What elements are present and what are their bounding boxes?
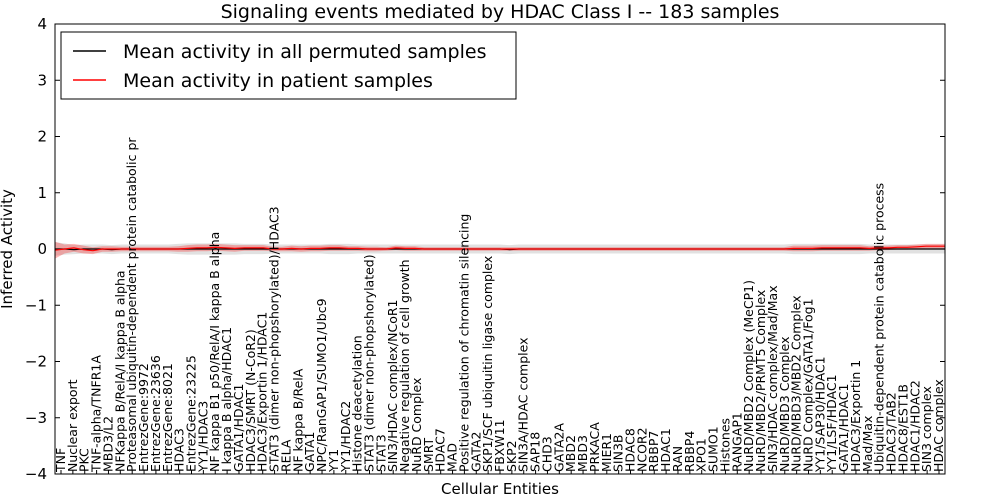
x-tick-label: Mad/Max — [860, 416, 875, 472]
x-tick-label: NPC/RanGAP1/SUMO1/Ubc9 — [314, 298, 329, 472]
x-tick-label: I kappa B alpha/HDAC1 — [219, 327, 234, 472]
x-tick-label: Histones — [717, 418, 732, 472]
x-tick-label: HDAC3/SMRT (N-CoR2) — [243, 329, 258, 472]
x-tick-label: Nuclear export — [65, 379, 80, 472]
x-tick-label: NuRD/MBD3/MBD2 Complex — [789, 295, 804, 472]
legend-box — [60, 31, 517, 100]
x-tick-label: NFKappa B/RelA/I kappa B alpha — [112, 270, 127, 472]
x-tick-label: SIN3 complex — [919, 386, 934, 472]
x-tick-label: STAT3 (dimer non-phopshorylated) — [361, 254, 376, 472]
x-tick-label: MBD2 — [563, 435, 578, 472]
x-tick-label: PRKACA — [587, 422, 602, 472]
x-tick-label: YY1/HDAC2 — [338, 401, 353, 473]
y-axis-label: Inferred Activity — [0, 189, 16, 309]
x-tick-label: EntrezGene:9972 — [136, 363, 151, 472]
legend: Mean activity in all permuted samples Mea… — [60, 31, 517, 100]
x-tick-label: MBD3/L2 — [100, 416, 115, 472]
x-tick-label: EntrezGene:23636 — [148, 355, 163, 472]
x-tick-label: EntrezGene:8021 — [160, 363, 175, 472]
x-tick-label: SIN3/HDAC complex/Mad/Max — [765, 285, 780, 472]
x-tick-label: NCOR2 — [634, 427, 649, 472]
x-tick-label: SKP1/SCF ubiquitin ligase complex — [480, 256, 495, 472]
x-tick-label: HDAC3/Exportin 1 — [848, 360, 863, 472]
x-tick-label: SIN3B — [611, 435, 626, 473]
x-tick-label: GATA2 — [468, 432, 483, 472]
x-tick-label: HDAC complex — [931, 379, 946, 472]
x-axis-label: Cellular Entities — [441, 480, 559, 498]
x-tick-label: Proteasomal ubiquitin-dependent protein … — [124, 137, 139, 472]
x-tick-label: HDAC3/Exportin 1/HDAC1 — [255, 312, 270, 472]
x-tick-label: STAT3 (dimer non-phopshorylated)/HDAC3 — [267, 206, 282, 472]
x-tick-label: RBBP7 — [646, 431, 661, 472]
x-tick-label: YY1 — [326, 449, 341, 473]
x-tick-label: NuRD/MBD3 Complex — [777, 336, 792, 472]
x-tick-label: YY1/HDAC3 — [195, 401, 210, 473]
y-tick-label: 4 — [37, 15, 47, 33]
x-tick-label: GATA1 — [302, 432, 317, 472]
x-tick-label: CHD3 — [539, 436, 554, 472]
x-tick-label: FBXW11 — [492, 419, 507, 472]
x-tick-label: HDAC3 — [172, 428, 187, 472]
x-tick-label: Ubiquitin-dependent protein catabolic pr… — [872, 183, 887, 472]
x-tick-label: YY1/SAP30/HDAC1 — [812, 356, 827, 473]
x-tick-label: MAD — [445, 443, 460, 472]
x-tick-label: HDAC1 — [658, 428, 673, 472]
legend-label-1: Mean activity in patient samples — [123, 70, 433, 92]
x-tick-label: XPO1 — [694, 438, 709, 472]
y-tick-label: −3 — [25, 409, 47, 427]
chart-title: Signaling events mediated by HDAC Class … — [221, 1, 780, 23]
x-tick-label: EntrezGene:23225 — [184, 355, 199, 472]
x-tick-label: Negative regulation of cell growth — [397, 259, 412, 472]
x-tick-label: GATA1/HDAC1 — [836, 384, 851, 472]
x-tick-label: Histone deacetylation — [350, 335, 365, 472]
x-tick-label: STAT3 — [373, 434, 388, 472]
x-tick-label: SUMO1 — [706, 426, 721, 472]
x-tick-label: HDAC8 — [623, 428, 638, 472]
x-tick-label: RANGAP1 — [729, 412, 744, 472]
series-line-1 — [54, 245, 945, 252]
x-tick-label: HDAC3/TAB2 — [884, 392, 899, 472]
x-tick-label: SIN3A/HDAC complex — [516, 338, 531, 473]
y-tick-label: 2 — [37, 128, 47, 146]
x-tick-label: MIER1 — [599, 433, 614, 472]
x-tick-label: Positive regulation of chromatin silenci… — [456, 214, 471, 472]
x-tick-label: NuRD/MBD2/PRMT5 Complex — [753, 290, 768, 472]
y-tick-label: −2 — [25, 353, 47, 371]
plot-frame — [54, 23, 946, 475]
x-tick-label: GATA2A — [551, 423, 566, 472]
x-tick-label: SMRT — [421, 438, 436, 472]
x-tick-label: HDAC8/EST1B — [895, 384, 910, 472]
y-tick-label: 3 — [37, 71, 47, 89]
x-tick-label: HDAC7 — [433, 428, 448, 472]
x-tick-label: YY1/LSF/HDAC1 — [824, 374, 839, 473]
x-tick-label: TNF — [53, 448, 68, 473]
x-tick-label: TNF-alpha/TNFR1A — [89, 355, 104, 473]
x-tick-label: RELA — [278, 439, 293, 472]
x-tick-label: PKC — [77, 448, 92, 472]
y-tick-label: −4 — [25, 465, 47, 483]
x-tick-label: RAN — [670, 446, 685, 472]
legend-label-0: Mean activity in all permuted samples — [123, 41, 486, 63]
x-tick-label: NF kappa B1 p50/RelA/I kappa B alpha — [207, 232, 222, 472]
y-tick-label: 0 — [37, 240, 47, 258]
x-tick-label: NuRD Complex/GATA1/Fog1 — [800, 298, 815, 472]
x-tick-label: NuRD Complex — [409, 378, 424, 472]
x-tick-label: NF kappa B/RelA — [290, 368, 305, 472]
x-tick-label: SIN3/HDAC complex/NCoR1 — [385, 299, 400, 472]
x-tick-label: RBBP4 — [682, 431, 697, 472]
x-tick-label: HDAC1/HDAC2 — [907, 380, 922, 472]
x-tick-label: MBD3 — [575, 435, 590, 472]
series-band-1 — [55, 241, 945, 259]
x-tick-label: GATA1/HDAC1 — [231, 384, 246, 472]
x-tick-label: NuRD/MBD2 Complex (MeCP1) — [741, 280, 756, 472]
x-tick-label: SKP2 — [504, 440, 519, 472]
y-tick-label: −1 — [25, 296, 47, 314]
y-tick-label: 1 — [37, 184, 47, 202]
x-tick-label: SAP18 — [528, 432, 543, 472]
